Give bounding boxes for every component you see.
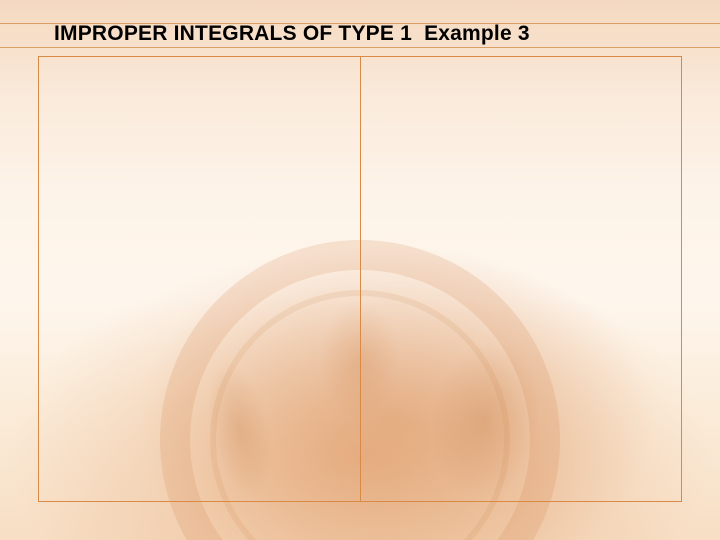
title-rule-bottom	[0, 47, 720, 48]
slide-title-part2: Example 3	[424, 22, 530, 45]
slide-title-part1: IMPROPER INTEGRALS OF TYPE 1	[54, 22, 412, 45]
slide-title: IMPROPER INTEGRALS OF TYPE 1 Example 3	[54, 22, 530, 46]
slide: IMPROPER INTEGRALS OF TYPE 1 Example 3	[0, 0, 720, 540]
content-vertical-divider	[360, 56, 361, 502]
